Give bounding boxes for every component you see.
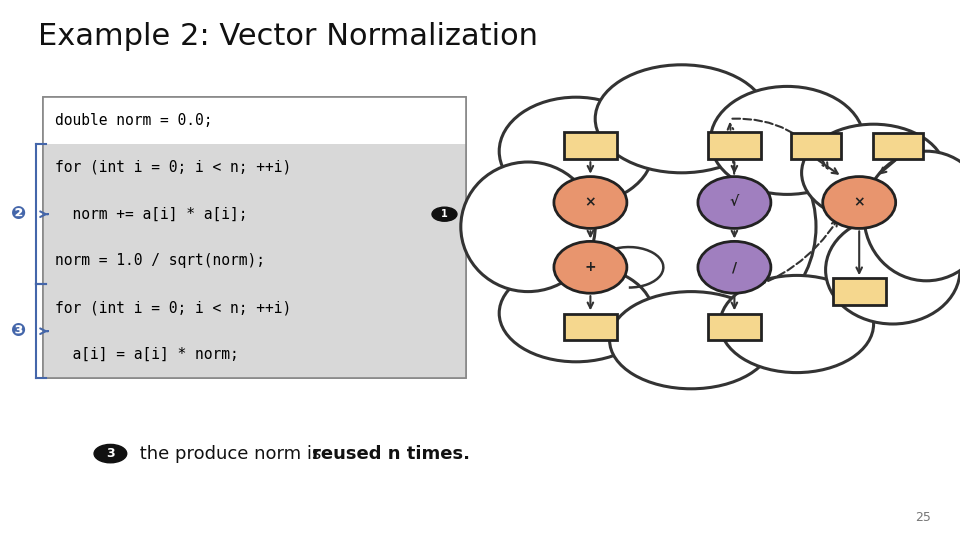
FancyBboxPatch shape [873, 133, 923, 159]
Text: Example 2: Vector Normalization: Example 2: Vector Normalization [38, 22, 539, 51]
Text: ×: × [853, 195, 865, 210]
Text: the produce norm is: the produce norm is [134, 444, 327, 463]
Text: for (int i = 0; i < n; ++i): for (int i = 0; i < n; ++i) [55, 160, 291, 175]
FancyBboxPatch shape [43, 191, 466, 238]
Ellipse shape [720, 275, 874, 373]
Text: ❷: ❷ [11, 205, 26, 223]
Text: 1: 1 [441, 209, 448, 219]
Ellipse shape [826, 216, 960, 324]
Circle shape [432, 207, 457, 221]
Ellipse shape [802, 124, 946, 221]
Text: +: + [585, 260, 596, 274]
Ellipse shape [554, 177, 627, 228]
Ellipse shape [499, 97, 653, 205]
FancyBboxPatch shape [43, 144, 466, 191]
Text: norm = 1.0 / sqrt(norm);: norm = 1.0 / sqrt(norm); [55, 253, 265, 268]
FancyBboxPatch shape [43, 97, 466, 378]
Ellipse shape [547, 108, 816, 346]
Text: for (int i = 0; i < n; ++i): for (int i = 0; i < n; ++i) [55, 300, 291, 315]
Text: √: √ [730, 195, 739, 210]
FancyBboxPatch shape [564, 314, 617, 340]
Ellipse shape [595, 65, 768, 173]
Text: 25: 25 [915, 511, 931, 524]
Ellipse shape [710, 86, 864, 194]
Ellipse shape [610, 292, 773, 389]
FancyBboxPatch shape [564, 132, 617, 159]
FancyBboxPatch shape [43, 331, 466, 378]
Text: ❸: ❸ [11, 322, 26, 340]
Ellipse shape [499, 265, 653, 362]
FancyBboxPatch shape [43, 238, 466, 285]
Text: a[i] = a[i] * norm;: a[i] = a[i] * norm; [55, 347, 238, 362]
FancyBboxPatch shape [708, 314, 761, 340]
Ellipse shape [554, 241, 627, 293]
Text: double norm = 0.0;: double norm = 0.0; [55, 113, 212, 128]
FancyBboxPatch shape [708, 132, 761, 159]
Text: reused n times.: reused n times. [312, 444, 470, 463]
Text: ×: × [585, 195, 596, 210]
Ellipse shape [698, 241, 771, 293]
Ellipse shape [864, 151, 960, 281]
Text: 3: 3 [107, 447, 114, 460]
Ellipse shape [461, 162, 595, 292]
Ellipse shape [698, 177, 771, 228]
FancyBboxPatch shape [833, 278, 886, 305]
Circle shape [94, 444, 127, 463]
Text: norm += a[i] * a[i];: norm += a[i] * a[i]; [55, 207, 248, 222]
FancyBboxPatch shape [791, 133, 841, 159]
FancyBboxPatch shape [43, 285, 466, 331]
Text: /: / [732, 260, 737, 274]
FancyBboxPatch shape [43, 97, 466, 144]
Ellipse shape [823, 177, 896, 228]
